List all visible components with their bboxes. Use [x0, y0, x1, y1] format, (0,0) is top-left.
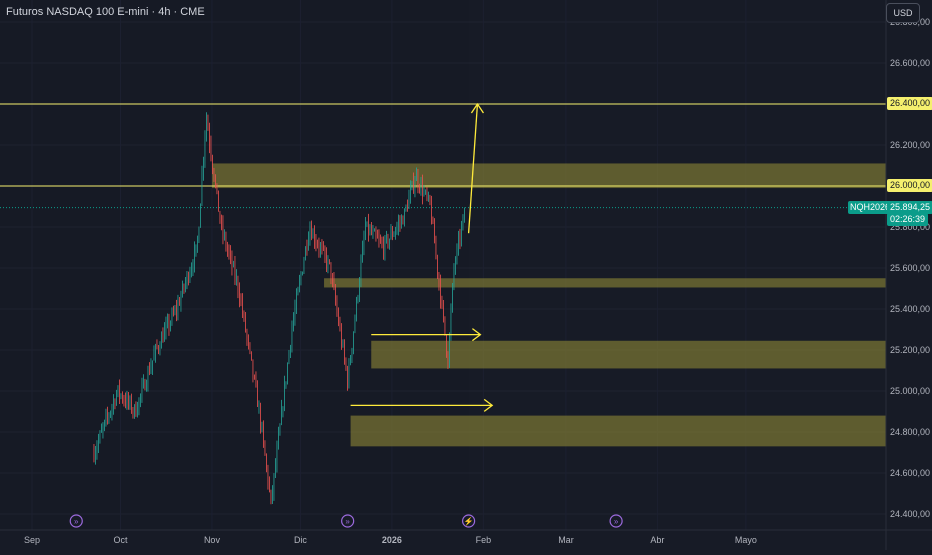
zone-rect — [211, 163, 886, 189]
price-axis[interactable]: 26.800,0026.600,0026.400,0026.200,0026.0… — [890, 17, 930, 519]
price-tick-label: 24.600,00 — [890, 468, 930, 478]
projection-arrow-line — [467, 103, 479, 234]
earnings-event-icon[interactable]: ⚡ — [462, 514, 476, 528]
projection-arrow-head — [470, 102, 484, 114]
price-tick-label: 25.400,00 — [890, 304, 930, 314]
symbol-badge: NQH2026 — [848, 201, 893, 214]
dividend-event-icon[interactable]: » — [609, 514, 623, 528]
price-tick-label: 25.600,00 — [890, 263, 930, 273]
price-tick-label: 24.800,00 — [890, 427, 930, 437]
horizontal-arrow-head — [483, 398, 494, 412]
future-region — [468, 0, 886, 530]
candles — [93, 112, 465, 505]
event-glyph: » — [614, 517, 619, 526]
price-tick-label: 25.800,00 — [890, 222, 930, 232]
event-circle — [462, 514, 476, 528]
price-tick-label: 25.000,00 — [890, 386, 930, 396]
time-tick-label: Sep — [24, 535, 40, 545]
support-resistance-zones — [211, 163, 887, 447]
time-tick-label: 2026 — [382, 535, 402, 545]
horizontal-arrow-head — [472, 328, 482, 342]
time-tick-label: Dic — [294, 535, 307, 545]
time-tick-label: Feb — [476, 535, 492, 545]
horizontal-lines — [0, 103, 886, 187]
event-glyph: » — [345, 517, 350, 526]
event-glyph: ⚡ — [464, 516, 474, 526]
price-tick-label: 25.200,00 — [890, 345, 930, 355]
zone-rect — [324, 278, 886, 288]
level-badge-high: 26.400,00 — [887, 97, 932, 110]
zone-rect — [371, 340, 886, 369]
dividend-event-icon[interactable]: » — [69, 514, 83, 528]
currency-button[interactable]: USD — [886, 3, 920, 23]
event-circle — [69, 514, 83, 528]
chart-title: Futuros NASDAQ 100 E-mini · 4h · CME — [6, 6, 205, 18]
event-circle — [609, 514, 623, 528]
dividend-event-icon[interactable]: » — [341, 514, 355, 528]
time-tick-label: Nov — [204, 535, 221, 545]
event-markers[interactable]: » » ⚡ » — [69, 514, 623, 528]
zone-rect — [350, 415, 887, 447]
price-tick-label: 26.200,00 — [890, 140, 930, 150]
price-tick-label: 24.400,00 — [890, 509, 930, 519]
countdown-badge: 02:26:39 — [887, 213, 929, 226]
time-tick-label: Mar — [558, 535, 574, 545]
level-badge-mid: 26.000,00 — [887, 179, 932, 192]
price-tick-label: 26.600,00 — [890, 58, 930, 68]
drawn-arrows — [350, 102, 494, 412]
time-axis[interactable]: Sep Oct Nov Dic 2026 Feb Mar Abr Mayo — [24, 535, 757, 545]
time-tick-label: Oct — [113, 535, 128, 545]
last-price-badge: 25.894,25 — [887, 201, 932, 214]
event-circle — [341, 514, 355, 528]
event-glyph: » — [74, 517, 79, 526]
time-tick-label: Abr — [650, 535, 664, 545]
time-tick-label: Mayo — [735, 535, 757, 545]
